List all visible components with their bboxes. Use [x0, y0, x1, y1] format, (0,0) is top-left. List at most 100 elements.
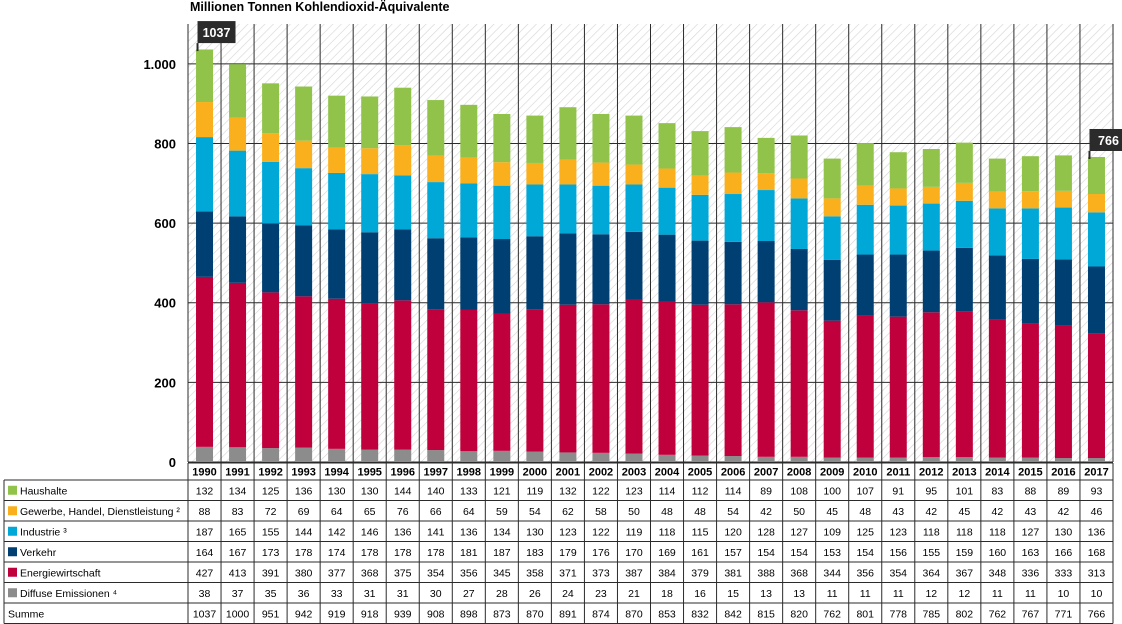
table-cell: 62: [562, 506, 574, 518]
bar-segment: [427, 100, 445, 156]
sum-label: Summe: [8, 608, 44, 620]
legend-swatch: [8, 567, 17, 577]
table-cell: 174: [328, 547, 346, 559]
table-cell: 354: [890, 567, 908, 579]
bar-segment: [229, 117, 247, 151]
table-cell: 155: [262, 526, 280, 538]
bar-segment: [988, 158, 1006, 192]
bar-segment: [559, 233, 577, 305]
bar-segment: [526, 309, 544, 452]
table-cell: 391: [262, 567, 280, 579]
bar-segment: [1021, 258, 1039, 324]
table-cell: 108: [790, 485, 808, 497]
bar-segment: [328, 298, 346, 449]
bar-segment: [1054, 207, 1072, 260]
table-cell: 10: [1058, 588, 1070, 600]
table-cell: 144: [295, 526, 313, 538]
bar-segment: [757, 173, 775, 191]
bar-segment: [856, 185, 874, 205]
bar-segment: [988, 191, 1006, 209]
bar-segment: [460, 104, 478, 158]
sum-cell: 918: [361, 608, 379, 620]
bar-segment: [394, 175, 412, 230]
table-cell: 114: [725, 485, 742, 497]
table-cell: 45: [958, 506, 970, 518]
x-tick-label: 1992: [258, 467, 282, 479]
bar-segment: [229, 64, 247, 118]
bar-segment: [559, 452, 577, 462]
x-tick-label: 2007: [754, 467, 778, 479]
table-cell: 109: [823, 526, 841, 538]
table-cell: 165: [229, 526, 247, 538]
bar-segment: [559, 107, 577, 160]
bar-segment: [559, 159, 577, 185]
bar-segment: [526, 115, 544, 163]
bar-segment: [328, 229, 346, 299]
bar-segment: [988, 255, 1006, 320]
bar-segment: [1087, 156, 1105, 195]
bar-segment: [196, 102, 214, 138]
x-tick-label: 2016: [1051, 467, 1075, 479]
table-cell: 48: [661, 506, 673, 518]
x-tick-label: 2008: [787, 467, 811, 479]
table-cell: 179: [559, 547, 577, 559]
bar-segment: [724, 456, 742, 462]
total-callout-label: 766: [1098, 134, 1119, 148]
sum-cell: 919: [328, 608, 346, 620]
table-cell: 26: [529, 588, 541, 600]
table-cell: 358: [526, 567, 544, 579]
bar-segment: [724, 127, 742, 173]
table-cell: 427: [196, 567, 214, 579]
table-cell: 153: [823, 547, 841, 559]
table-cell: 364: [923, 567, 941, 579]
legend-swatch: [8, 588, 17, 598]
table-cell: 13: [760, 588, 772, 600]
table-cell: 123: [890, 526, 908, 538]
bar-segment: [1054, 155, 1072, 191]
legend-swatch: [8, 506, 17, 516]
x-tick-label: 2013: [952, 467, 976, 479]
total-callout-label: 1037: [203, 26, 231, 40]
bar-segment: [691, 194, 709, 241]
table-cell: 413: [229, 567, 247, 579]
bar-segment: [724, 241, 742, 305]
bar-segment: [559, 304, 577, 453]
bar-segment: [427, 450, 445, 462]
table-cell: 183: [526, 547, 544, 559]
y-tick-label: 200: [154, 375, 176, 390]
table-cell: 33: [331, 588, 343, 600]
table-cell: 170: [625, 547, 643, 559]
bar-segment: [427, 155, 445, 183]
table-cell: 37: [232, 588, 244, 600]
bar-segment: [361, 449, 379, 462]
bar-segment: [1021, 156, 1039, 192]
bar-segment: [691, 455, 709, 462]
table-cell: 50: [628, 506, 640, 518]
bar-segment: [592, 162, 610, 186]
table-cell: 141: [427, 526, 445, 538]
table-cell: 43: [892, 506, 904, 518]
x-tick-label: 1999: [490, 467, 514, 479]
sum-cell: 873: [493, 608, 511, 620]
bar-segment: [922, 457, 940, 462]
bar-segment: [460, 157, 478, 184]
bar-segment: [493, 162, 511, 186]
bar-segment: [526, 162, 544, 185]
series-label: Diffuse Emissionen ⁴: [20, 588, 117, 600]
bar-segment: [823, 320, 841, 458]
table-cell: 64: [331, 506, 343, 518]
table-cell: 95: [925, 485, 937, 497]
table-cell: 69: [298, 506, 310, 518]
sum-cell: 870: [625, 608, 643, 620]
table-cell: 120: [724, 526, 742, 538]
bar-segment: [757, 302, 775, 457]
bar-segment: [460, 309, 478, 452]
table-cell: 118: [956, 526, 973, 538]
bar-segment: [790, 135, 808, 179]
x-tick-label: 1990: [192, 467, 216, 479]
bar-segment: [1021, 323, 1039, 458]
table-cell: 31: [397, 588, 409, 600]
bar-segment: [295, 447, 313, 462]
table-cell: 136: [1088, 526, 1106, 538]
table-cell: 154: [757, 547, 775, 559]
